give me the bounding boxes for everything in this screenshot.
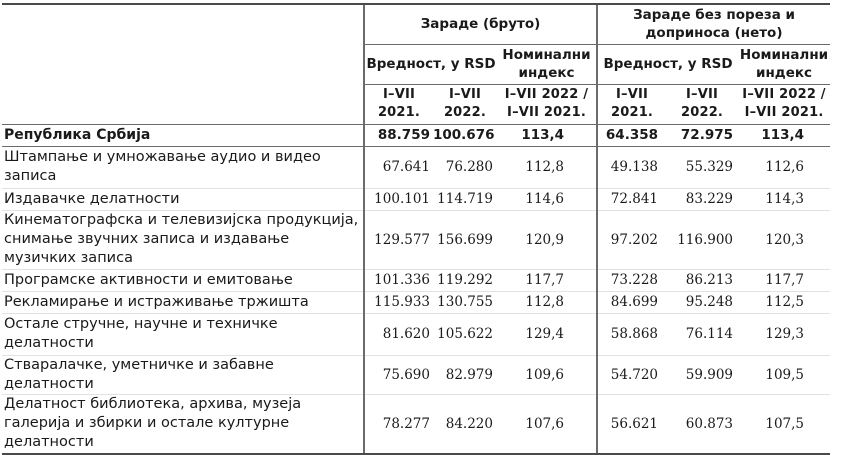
gross-2022-value: 84.220 bbox=[433, 393, 497, 455]
gross-index-value: 114,6 bbox=[497, 187, 598, 210]
net-2021-value: 73.228 bbox=[596, 268, 667, 291]
gross-2021-value: 115.933 bbox=[363, 290, 433, 313]
gross-2022-value: 130.755 bbox=[433, 290, 497, 313]
net-index-value: 117,7 bbox=[738, 268, 831, 291]
gross-2021-value: 67.641 bbox=[363, 145, 433, 188]
gross-2021-value: 100.101 bbox=[363, 187, 433, 210]
gross-2022-value: 100.676 bbox=[433, 123, 497, 147]
gross-2021-value: 75.690 bbox=[363, 354, 433, 394]
gross-index-value: 120,9 bbox=[497, 209, 598, 269]
net-index-value: 112,6 bbox=[738, 145, 831, 188]
net-wages-header: Зараде без пореза и доприноса (нето) bbox=[596, 3, 831, 44]
row-label: Кинематографска и телевизијска продукциј… bbox=[2, 209, 364, 269]
net-2022-value: 95.248 bbox=[666, 290, 739, 313]
row-label: Рекламирање и истраживање тржишта bbox=[2, 290, 364, 313]
row-label: Стваралачке, уметничке и забавне делатно… bbox=[2, 354, 364, 394]
gross-2022-value: 105.622 bbox=[433, 312, 497, 355]
net-2021-value: 72.841 bbox=[596, 187, 667, 210]
table-row: Издавачке делатности 100.101 114.719 114… bbox=[2, 187, 831, 210]
wages-table: Зараде (бруто) Зараде без пореза и допри… bbox=[2, 3, 831, 455]
net-2022-value: 86.213 bbox=[666, 268, 739, 291]
table-row: Кинематографска и телевизијска продукциј… bbox=[2, 209, 831, 269]
table-row: Стваралачке, уметничке и забавне делатно… bbox=[2, 354, 831, 394]
net-2021-value: 49.138 bbox=[596, 145, 667, 188]
net-index-value: 129,3 bbox=[738, 312, 831, 355]
row-label: Остале стручне, научне и техничке делатн… bbox=[2, 312, 364, 355]
net-2021-value: 58.868 bbox=[596, 312, 667, 355]
net-2022-value: 76.114 bbox=[666, 312, 739, 355]
net-2022-value: 59.909 bbox=[666, 354, 739, 394]
gross-index-value: 107,6 bbox=[497, 393, 598, 455]
gross-index-value: 129,4 bbox=[497, 312, 598, 355]
period-header-net-2021: I–VII 2021. bbox=[596, 83, 667, 124]
net-index-value: 112,5 bbox=[738, 290, 831, 313]
gross-2021-value: 88.759 bbox=[363, 123, 433, 147]
net-index-value: 107,5 bbox=[738, 393, 831, 455]
gross-2022-value: 114.719 bbox=[433, 187, 497, 210]
net-2022-value: 83.229 bbox=[666, 187, 739, 210]
row-label: Штампање и умножавање аудио и видео запи… bbox=[2, 145, 364, 188]
period-header-gross-index: I–VII 2022 /I–VII 2021. bbox=[497, 83, 598, 124]
net-index-value: 109,5 bbox=[738, 354, 831, 394]
gross-index-header: Номинални индекс bbox=[497, 43, 598, 84]
gross-2022-value: 156.699 bbox=[433, 209, 497, 269]
gross-value-header: Вредност, у RSD bbox=[363, 43, 497, 84]
table-row: Штампање и умножавање аудио и видео запи… bbox=[2, 145, 831, 188]
table-row-total: Република Србија 88.759 100.676 113,4 64… bbox=[2, 123, 831, 147]
period-header-net-2022: I–VII 2022. bbox=[666, 83, 739, 124]
gross-index-value: 113,4 bbox=[497, 123, 598, 147]
net-2022-value: 72.975 bbox=[666, 123, 739, 147]
gross-index-value: 112,8 bbox=[497, 290, 598, 313]
period-header-gross-2021: I–VII 2021. bbox=[363, 83, 433, 124]
net-index-value: 113,4 bbox=[738, 123, 831, 147]
net-2022-value: 60.873 bbox=[666, 393, 739, 455]
gross-wages-header: Зараде (бруто) bbox=[362, 3, 598, 44]
gross-2021-value: 101.336 bbox=[363, 268, 433, 291]
gross-2021-value: 78.277 bbox=[363, 393, 433, 455]
gross-2022-value: 119.292 bbox=[433, 268, 497, 291]
gross-2022-value: 76.280 bbox=[433, 145, 497, 188]
gross-index-value: 117,7 bbox=[497, 268, 598, 291]
net-2021-value: 84.699 bbox=[596, 290, 667, 313]
table-row: Остале стручне, научне и техничке делатн… bbox=[2, 312, 831, 355]
period-header-net-index: I–VII 2022 /I–VII 2021. bbox=[738, 83, 831, 124]
table-row: Рекламирање и истраживање тржишта 115.93… bbox=[2, 290, 831, 313]
net-index-header: Номинални индекс bbox=[738, 43, 831, 84]
net-2021-value: 56.621 bbox=[596, 393, 667, 455]
net-2021-value: 64.358 bbox=[596, 123, 667, 147]
net-2021-value: 97.202 bbox=[596, 209, 667, 269]
net-2022-value: 55.329 bbox=[666, 145, 739, 188]
net-value-header: Вредност, у RSD bbox=[596, 43, 739, 84]
row-label: Издавачке делатности bbox=[2, 187, 364, 210]
net-2021-value: 54.720 bbox=[596, 354, 667, 394]
table-row: Делатност библиотека, архива, музеја гал… bbox=[2, 393, 831, 455]
gross-index-value: 112,8 bbox=[497, 145, 598, 188]
row-label: Делатност библиотека, архива, музеја гал… bbox=[2, 393, 364, 455]
gross-2021-value: 81.620 bbox=[363, 312, 433, 355]
period-header-gross-2022: I–VII 2022. bbox=[433, 83, 497, 124]
table-row: Програмске активности и емитовање 101.33… bbox=[2, 268, 831, 291]
gross-2022-value: 82.979 bbox=[433, 354, 497, 394]
net-index-value: 114,3 bbox=[738, 187, 831, 210]
gross-2021-value: 129.577 bbox=[363, 209, 433, 269]
row-label: Република Србија bbox=[2, 123, 364, 147]
gross-index-value: 109,6 bbox=[497, 354, 598, 394]
row-label: Програмске активности и емитовање bbox=[2, 268, 364, 291]
net-2022-value: 116.900 bbox=[666, 209, 739, 269]
header-empty-cell bbox=[2, 3, 364, 124]
net-index-value: 120,3 bbox=[738, 209, 831, 269]
